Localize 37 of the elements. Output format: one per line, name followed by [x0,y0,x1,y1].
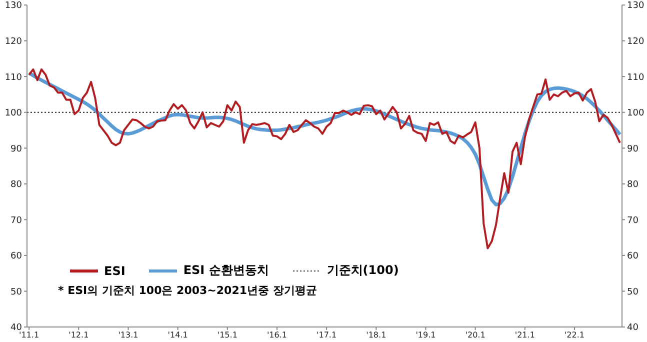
y-tick-label: 110 [4,72,22,83]
y2-tick-label: 70 [627,216,639,226]
x-tick-label: '17.1 [316,330,337,340]
x-tick-label: '14.1 [168,330,188,340]
x-tick-label: '16.1 [266,330,287,340]
x-tick-label: '18.1 [366,330,386,340]
x-tick-label: '13.1 [118,330,138,340]
y2-tick-label: 60 [627,252,639,262]
x-tick-label: '15.1 [217,330,238,340]
y2-tick-label: 50 [627,287,639,298]
x-tick-label: '12.1 [68,330,89,340]
legend-label: ESI 순환변동치 [183,262,269,279]
annotation: * ESI의 기준치 100은 2003~2021년중 장기평균 [58,283,317,298]
y-tick-label: 90 [10,144,22,154]
y2-tick-label: 100 [627,108,644,119]
y2-tick-label: 40 [627,323,639,334]
x-tick-label: '22.1 [564,330,584,340]
x-tick-label: '21.1 [514,330,535,340]
y-tick-label: 60 [10,252,22,262]
y2-tick-label: 120 [627,36,644,47]
legend-label: 기준치(100) [326,262,399,279]
y-tick-label: 40 [10,323,22,334]
y-tick-label: 130 [4,1,22,12]
legend-label: ESI [104,264,126,278]
y2-tick-label: 130 [627,1,644,12]
x-tick-label: '19.1 [416,330,436,340]
y-tick-label: 100 [4,108,22,119]
y-tick-label: 80 [10,180,22,190]
y2-tick-label: 90 [627,144,639,154]
y2-tick-label: 80 [627,180,639,190]
x-tick-label: '11.1 [19,330,40,340]
y2-tick-label: 110 [627,72,644,83]
y-tick-label: 70 [10,216,22,226]
y-tick-label: 120 [4,36,22,47]
line-series [28,68,621,250]
x-tick-label: '20.1 [465,330,486,340]
y-tick-label: 50 [10,287,22,298]
